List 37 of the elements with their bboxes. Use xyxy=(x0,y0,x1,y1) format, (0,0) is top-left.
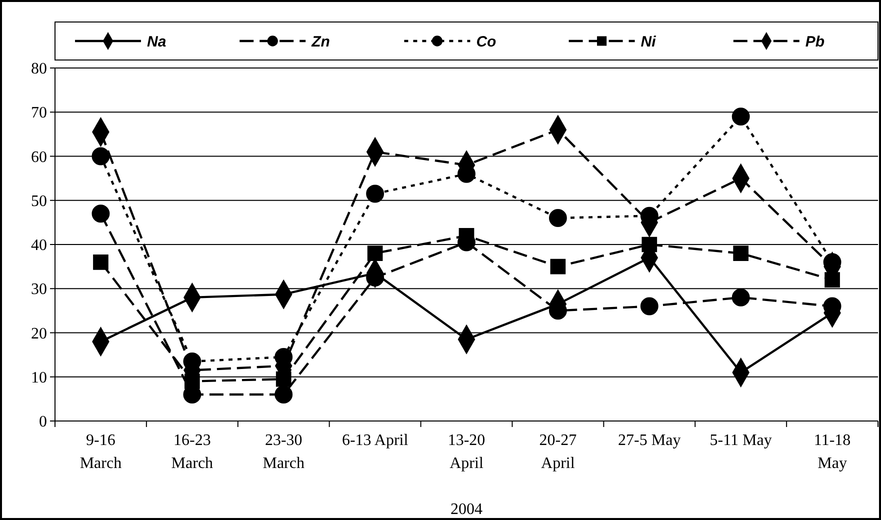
legend-label: Na xyxy=(147,33,166,50)
y-tick-label: 50 xyxy=(31,192,47,210)
point xyxy=(92,204,110,223)
legend-label: Zn xyxy=(310,33,330,50)
y-tick-label: 10 xyxy=(31,369,47,386)
legend-label: Co xyxy=(476,33,496,50)
point xyxy=(93,254,108,270)
y-tick-label: 0 xyxy=(39,414,47,431)
point xyxy=(732,108,750,126)
x-tick-label: 13-20 April xyxy=(448,432,486,472)
y-tick-label: 80 xyxy=(31,60,47,78)
y-tick-label: 60 xyxy=(31,148,47,166)
point xyxy=(550,258,566,274)
legend-label: Pb xyxy=(805,33,825,50)
x-tick-label: 11-18 May xyxy=(814,432,851,472)
point xyxy=(548,209,567,227)
point xyxy=(642,236,658,252)
y-tick-label: 20 xyxy=(31,325,47,342)
x-tick-label: 16-23 March xyxy=(171,432,214,472)
y-tick-label: 70 xyxy=(31,104,47,122)
point xyxy=(366,184,384,203)
point xyxy=(640,297,658,316)
point xyxy=(274,386,293,404)
y-tick-label: 40 xyxy=(31,237,47,254)
x-tick-label: 23-30 March xyxy=(262,432,304,472)
x-tick-label: 6-13 April xyxy=(342,432,409,449)
legend-label: Ni xyxy=(640,33,657,50)
x-tick-label: 27-5 May xyxy=(618,432,681,449)
x-axis-title: 2004 xyxy=(450,501,482,518)
point xyxy=(367,246,383,261)
y-tick-label: 30 xyxy=(31,281,47,298)
point xyxy=(732,288,750,306)
point xyxy=(92,147,110,166)
x-tick-label: 20-27 April xyxy=(539,432,577,472)
x-tick-label: 5-11 May xyxy=(710,432,772,449)
x-tick-label: 9-16 March xyxy=(80,432,122,472)
point xyxy=(733,246,749,261)
